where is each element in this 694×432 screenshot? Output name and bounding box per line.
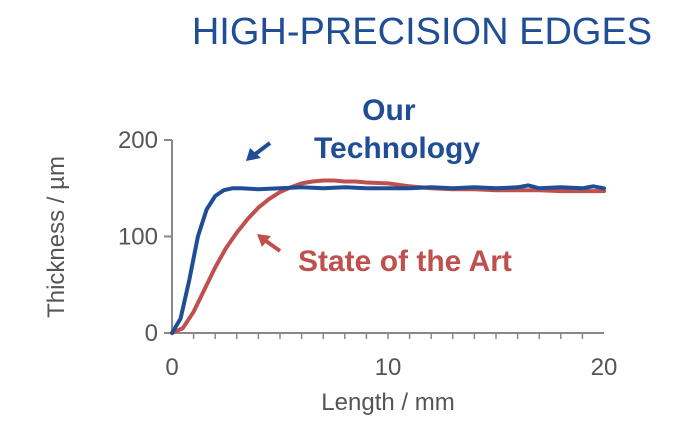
y-tick-label: 0 [145, 320, 158, 347]
series-layer [170, 178, 606, 335]
y-tick-label: 200 [118, 127, 158, 154]
x-tick-label: 10 [375, 354, 402, 381]
arrow-icon [257, 234, 282, 253]
x-axis-label: Length / mm [321, 389, 454, 416]
arrow-icon [246, 141, 272, 161]
x-tick-label: 0 [165, 354, 178, 381]
page-title: HIGH-PRECISION EDGES [192, 11, 652, 53]
annotation-state-of-the-art: State of the Art [298, 245, 512, 278]
y-tick-label: 100 [118, 224, 158, 251]
y-axis-label: Thickness / µm [43, 156, 70, 318]
axis-ticks: 0 100 200 0 10 20 [118, 127, 617, 381]
plot-area: 0 100 200 0 10 20 [118, 127, 617, 381]
annotation-line: Technology [314, 132, 480, 165]
annotation-our-technology: Our Technology [314, 94, 480, 165]
x-tick-label: 20 [591, 354, 618, 381]
series-line-our-technology [170, 183, 606, 335]
annotation-line: Our [362, 94, 416, 127]
series-line-state-of-the-art [170, 178, 606, 335]
